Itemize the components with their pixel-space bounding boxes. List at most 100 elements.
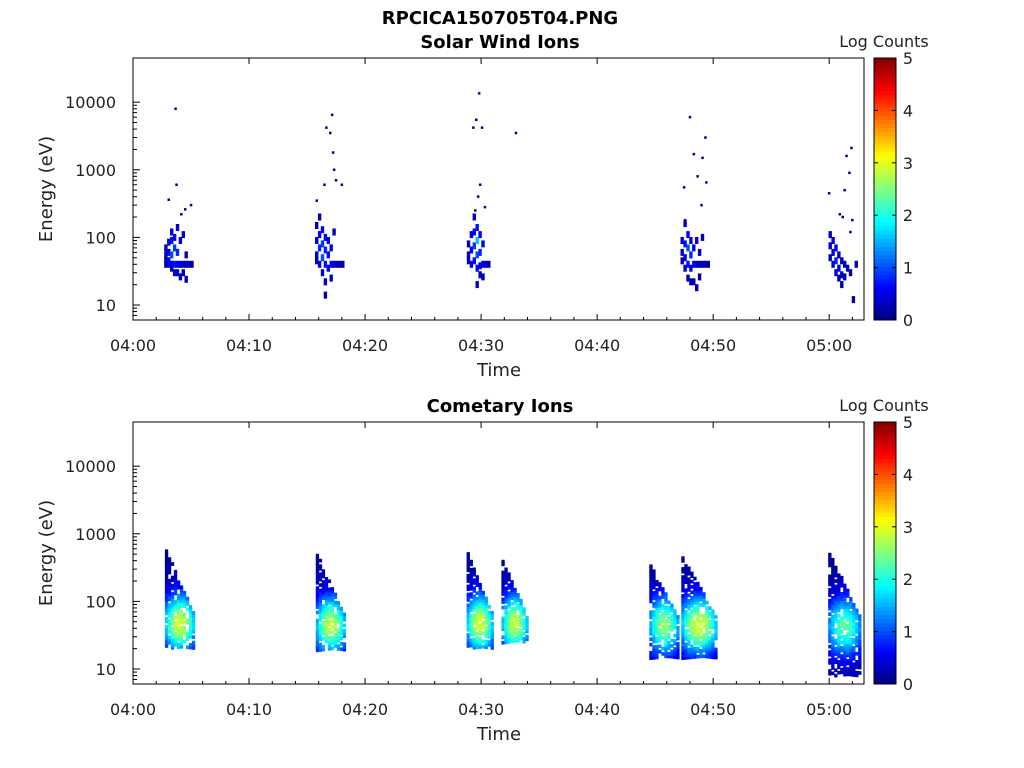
- spectrogram-cell: [179, 626, 184, 630]
- spectrogram-cell: [176, 637, 181, 641]
- colorbar-segment: [874, 483, 896, 488]
- spectrogram-cell: [840, 659, 844, 664]
- spectrogram-cell: [831, 663, 835, 668]
- spectrogram-cell: [695, 260, 699, 268]
- spectrogram-cell: [834, 649, 838, 654]
- x-tick-label: 04:00: [110, 700, 156, 719]
- spectrogram-cell: [516, 606, 520, 611]
- spectrogram-cell: [175, 224, 180, 231]
- spectrogram-cell: [478, 248, 482, 256]
- spectrogram-cell: [323, 183, 326, 186]
- spectrogram-cell: [469, 616, 473, 621]
- spectrogram-cell: [837, 597, 841, 602]
- spectrogram-cell: [687, 650, 691, 654]
- spectrogram-cell: [176, 585, 181, 590]
- spectrogram-cell: [315, 578, 320, 582]
- spectrogram-cell: [667, 632, 671, 637]
- spectrogram-cell: [478, 599, 482, 603]
- spectrogram-cell: [693, 611, 697, 616]
- spectrogram-cell: [176, 607, 181, 612]
- spectrogram-cell: [687, 653, 691, 657]
- spectrogram-cell: [339, 606, 344, 611]
- spectrogram-cell: [501, 576, 505, 580]
- colorbar-segment: [874, 507, 896, 513]
- colorbar-segment: [874, 675, 896, 681]
- spectrogram-cell: [664, 600, 668, 605]
- spectrogram-cell: [686, 244, 690, 252]
- spectrogram-cell: [478, 639, 482, 644]
- spectrogram-cell: [466, 554, 470, 559]
- burst-1: [164, 549, 196, 650]
- spectrogram-cell: [690, 604, 694, 608]
- spectrogram-cell: [690, 598, 694, 603]
- spectrogram-cell: [667, 641, 671, 645]
- spectrogram-cell: [331, 151, 335, 154]
- spectrogram-cell: [652, 572, 656, 576]
- spectrogram-cell: [667, 605, 671, 610]
- spectrogram-cell: [329, 244, 333, 252]
- spectrogram-cell: [837, 619, 841, 624]
- spectrogram-cell: [477, 92, 481, 95]
- spectrogram-cell: [676, 620, 680, 625]
- spectrogram-cell: [472, 637, 476, 642]
- spectrogram-cell: [170, 627, 175, 631]
- spectrogram-cell: [164, 590, 169, 594]
- spectrogram-cell: [472, 578, 476, 582]
- burst-4: [680, 115, 710, 292]
- colorbar-segment: [874, 201, 896, 206]
- spectrogram-cell: [849, 618, 853, 623]
- spectrogram-cell: [327, 611, 332, 616]
- spectrogram-cell: [846, 591, 850, 596]
- spectrogram-cell: [858, 657, 862, 662]
- colorbar-segment: [874, 630, 896, 636]
- spectrogram-cell: [507, 615, 511, 620]
- spectrogram-cell: [469, 638, 473, 642]
- spectrogram-cell: [684, 631, 688, 636]
- colorbar-segment: [874, 258, 896, 264]
- spectrogram-cell: [690, 585, 694, 589]
- spectrogram-cell: [478, 618, 482, 622]
- spectrogram-cell: [315, 251, 319, 259]
- spectrogram-cell: [828, 560, 832, 565]
- colorbar-tick-label: 4: [903, 465, 913, 484]
- spectrogram-cell: [831, 557, 835, 562]
- spectrogram-cell: [487, 643, 491, 647]
- spectrogram-cell: [652, 580, 656, 584]
- spectrogram-cell: [834, 668, 838, 673]
- spectrogram-cell: [649, 580, 653, 585]
- colorbar-segment: [874, 74, 896, 79]
- spectrogram-cell: [321, 585, 326, 590]
- spectrogram-cell: [188, 645, 193, 650]
- colorbar-segment: [874, 593, 896, 599]
- spectrogram-cell: [831, 614, 835, 619]
- spectrogram-cell: [684, 591, 688, 595]
- spectrogram-cell: [696, 635, 700, 640]
- colorbar-tick-label: 2: [903, 206, 913, 225]
- spectrogram-cell: [164, 641, 169, 646]
- spectrogram-cell: [172, 244, 177, 252]
- spectrogram-cell: [191, 627, 196, 631]
- spectrogram-cell: [843, 659, 847, 663]
- spectrogram-cell: [705, 600, 709, 605]
- spectrogram-cell: [702, 594, 706, 599]
- spectrogram-cell: [330, 595, 335, 599]
- spectrogram-cell: [321, 572, 326, 576]
- spectrogram-cell: [714, 636, 718, 641]
- spectrogram-cell: [699, 630, 703, 634]
- spectrogram-cell: [837, 581, 841, 586]
- colorbar-segment: [874, 569, 896, 574]
- spectrogram-cell: [466, 552, 470, 556]
- spectrogram-cell: [327, 622, 332, 627]
- spectrogram-cell: [167, 597, 172, 602]
- spectrogram-cell: [828, 588, 832, 592]
- spectrogram-cell: [481, 273, 485, 281]
- spectrogram-cell: [327, 641, 332, 646]
- spectrogram-cell: [466, 641, 470, 646]
- spectrogram-cell: [481, 644, 485, 649]
- spectrogram-cell: [315, 556, 320, 561]
- spectrogram-cell: [655, 582, 659, 587]
- spectrogram-cell: [843, 637, 847, 642]
- spectrogram-cell: [828, 254, 832, 262]
- colorbar-segment: [874, 462, 896, 468]
